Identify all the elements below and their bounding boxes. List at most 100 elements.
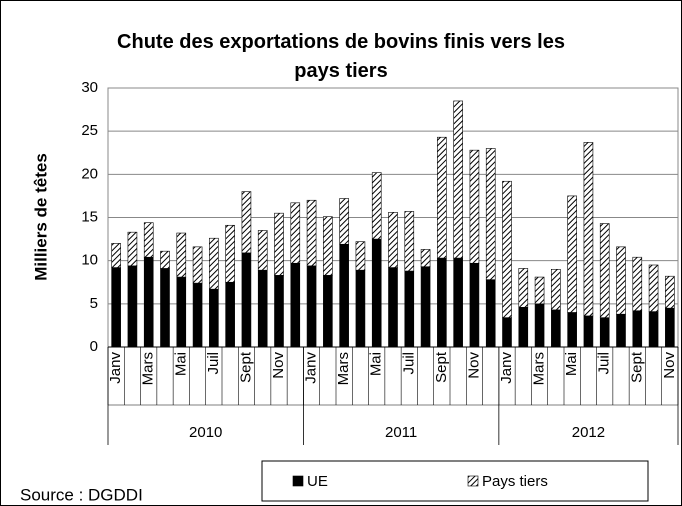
bar-segment	[323, 216, 333, 276]
bar-segment	[485, 279, 496, 348]
bar-segment	[111, 267, 121, 348]
bar-segment	[192, 246, 203, 284]
bar-segment	[648, 264, 659, 312]
x-tick-label: Mai	[368, 352, 385, 376]
bar-segment	[616, 313, 626, 348]
x-tick-label: Nov	[661, 352, 678, 379]
bar-segment	[257, 230, 268, 271]
bar-segment	[306, 199, 317, 267]
y-tick-label: 5	[90, 295, 98, 312]
x-tick-label: Nov	[465, 352, 482, 379]
bar-segment	[290, 202, 301, 264]
bar-segment	[518, 306, 529, 348]
bar-segment	[404, 211, 415, 272]
bar-segment	[437, 257, 447, 348]
bar-segment	[111, 243, 121, 268]
source: Source : DGDDI	[20, 485, 143, 504]
x-tick-label: Janv	[303, 352, 320, 384]
y-tick-label: 25	[81, 122, 98, 139]
bar-segment	[583, 315, 594, 348]
bar-segment	[290, 262, 301, 348]
x-tick-label: Janv	[107, 352, 124, 384]
bar-segment	[551, 268, 561, 311]
bar-segment	[469, 262, 480, 348]
x-tick-label: Mai	[172, 352, 189, 376]
bar-segment	[209, 288, 219, 348]
bar-segment	[648, 311, 659, 348]
bar-segment	[583, 142, 594, 317]
bar-segment	[616, 246, 626, 315]
bar-segment	[306, 265, 317, 348]
legend-label: UE	[307, 473, 328, 490]
legend-label: Pays tiers	[482, 473, 548, 490]
bar-segment	[274, 275, 284, 348]
bar-segment	[420, 266, 431, 348]
bar-segment	[453, 100, 463, 259]
y-tick-label: 0	[90, 338, 98, 355]
y-tick-label: 15	[81, 208, 98, 225]
bar-segment	[143, 256, 154, 348]
bar-segment	[371, 238, 382, 348]
bar-segment	[371, 172, 382, 240]
x-tick-label: Mars	[531, 352, 548, 385]
bar-segment	[127, 265, 138, 348]
bar-segment	[437, 136, 447, 259]
legend-swatch	[292, 475, 304, 487]
bar-segment	[355, 241, 366, 271]
bar-segment	[453, 257, 463, 348]
y-tick-label: 30	[81, 79, 98, 96]
bar-segment	[192, 282, 203, 348]
bar-segment	[241, 191, 252, 254]
x-tick-label: Nov	[270, 352, 287, 379]
chart-title: Chute des exportations de bovins finis v…	[117, 31, 565, 82]
year-label: 2011	[385, 424, 417, 441]
bar-segment	[551, 309, 561, 348]
bar-segment	[339, 198, 349, 245]
bar-segment	[274, 212, 284, 276]
bar-segment	[176, 276, 187, 348]
bar-segment	[534, 303, 545, 348]
bar-segment	[485, 148, 496, 280]
bar-segment	[388, 212, 398, 268]
x-tick-label: Mars	[140, 352, 157, 385]
bar-segment	[518, 268, 529, 308]
bar-segment	[339, 243, 349, 348]
bar-segment	[176, 232, 187, 278]
legend	[261, 460, 649, 502]
x-tick-label: Juil	[400, 352, 417, 375]
bar-segment	[665, 275, 675, 309]
x-tick-label: Sept	[433, 351, 450, 383]
bar-segment	[469, 149, 480, 264]
bar-segment	[355, 269, 366, 348]
bar-segment	[599, 317, 610, 348]
x-tick-label: Mai	[563, 352, 580, 376]
bar-segment	[241, 252, 252, 348]
bar-segment	[599, 223, 610, 318]
x-tick-label: Juil	[205, 352, 222, 375]
y-tick-label: 20	[81, 165, 98, 182]
bar-segment	[420, 249, 431, 268]
bar-segment	[567, 195, 577, 313]
bar-segment	[160, 250, 170, 269]
bar-segment	[323, 275, 333, 348]
bar-segment	[225, 224, 235, 283]
bar-segment	[225, 281, 235, 348]
bar-segment	[665, 307, 675, 348]
bar-segment	[388, 267, 398, 348]
bar-segment	[567, 312, 577, 348]
y-tick-label: 10	[81, 252, 98, 269]
bar-segment	[632, 310, 643, 348]
x-tick-label: Juil	[596, 352, 613, 375]
bar-segment	[502, 317, 512, 348]
x-tick-label: Sept	[237, 351, 254, 383]
bar-segment	[209, 237, 219, 290]
bar-segment	[632, 256, 643, 312]
x-tick-label: Sept	[628, 351, 645, 383]
bar-segment	[143, 222, 154, 258]
bar-segment	[160, 268, 170, 348]
bar-segment	[257, 269, 268, 348]
x-tick-label: Janv	[498, 352, 515, 384]
bar-segment	[534, 276, 545, 305]
year-label: 2012	[572, 424, 605, 441]
